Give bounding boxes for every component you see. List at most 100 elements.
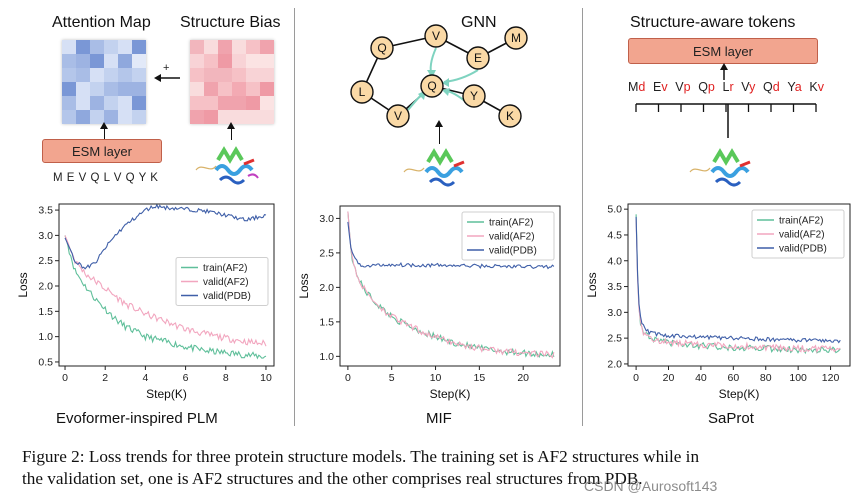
x-tick-label: 2 bbox=[102, 372, 108, 384]
y-tick-label: 2.0 bbox=[607, 358, 622, 370]
y-tick-label: 2.0 bbox=[38, 281, 53, 293]
y-axis-label: Loss bbox=[297, 273, 311, 298]
legend-box bbox=[461, 211, 555, 261]
series-line bbox=[64, 203, 267, 270]
token-residue: V bbox=[741, 80, 750, 94]
plot-frame bbox=[58, 203, 275, 367]
heatmap-cell bbox=[204, 40, 218, 54]
protein-structure-icon bbox=[403, 148, 465, 187]
figure-caption: Figure 2: Loss trends for three protein … bbox=[22, 446, 857, 490]
structure-aware-token-row: Md Ev Vp Qp Lr Vy Qd Ya Kv bbox=[628, 80, 824, 94]
x-tick-label: 0 bbox=[345, 372, 351, 384]
gnn-graph: Q V E M L Q V Y K bbox=[350, 24, 528, 128]
y-tick-label: 2.5 bbox=[38, 255, 53, 267]
gnn-node: V bbox=[432, 29, 440, 43]
structure-bias-title: Structure Bias bbox=[180, 14, 281, 31]
up-arrow-icon bbox=[227, 122, 235, 140]
attention-map-title: Attention Map bbox=[52, 14, 151, 31]
x-tick-label: 40 bbox=[695, 372, 707, 384]
legend-entry: train(AF2) bbox=[489, 218, 533, 229]
x-axis-label: Step(K) bbox=[430, 387, 471, 401]
amino-acid-sequence: M E V Q L V Q Y K bbox=[53, 172, 159, 184]
gnn-node: L bbox=[359, 85, 366, 99]
y-tick-label: 1.5 bbox=[38, 306, 53, 318]
up-arrow-icon bbox=[435, 120, 443, 144]
panel-subtitle-evoformer: Evoformer-inspired PLM bbox=[56, 410, 218, 427]
token-structure-letter: a bbox=[794, 80, 802, 94]
token-residue: V bbox=[675, 80, 684, 94]
heatmap-cell bbox=[232, 68, 246, 82]
heatmap-cell bbox=[132, 82, 146, 96]
caption-line: Figure 2: Loss trends for three protein … bbox=[22, 447, 700, 466]
gnn-node: K bbox=[506, 109, 514, 123]
legend-entry: valid(AF2) bbox=[489, 232, 535, 243]
heatmap-cell bbox=[104, 96, 118, 110]
protein-structure-icon bbox=[195, 146, 259, 185]
token-structure-letter: p bbox=[707, 80, 715, 94]
structure-token: Ev bbox=[653, 80, 668, 94]
legend-box bbox=[175, 256, 269, 306]
left-arrow-icon bbox=[154, 74, 180, 82]
heatmap-cell bbox=[260, 82, 274, 96]
heatmap-cell bbox=[190, 40, 204, 54]
panel-evoformer: Attention Map Structure Bias + ESM layer… bbox=[0, 0, 295, 430]
legend-entry: valid(AF2) bbox=[203, 277, 249, 288]
y-tick-label: 1.5 bbox=[319, 316, 334, 328]
heatmap-cell bbox=[246, 40, 260, 54]
panel-subtitle-mif: MIF bbox=[426, 410, 452, 427]
y-axis-label: Loss bbox=[585, 272, 599, 297]
x-tick-label: 120 bbox=[822, 372, 840, 384]
x-tick-label: 20 bbox=[517, 372, 529, 384]
heatmap-cell bbox=[260, 40, 274, 54]
heatmap-cell bbox=[246, 82, 260, 96]
x-tick-label: 15 bbox=[474, 372, 486, 384]
x-tick-label: 5 bbox=[389, 372, 395, 384]
y-tick-label: 1.0 bbox=[319, 351, 334, 363]
heatmap-cell bbox=[260, 96, 274, 110]
y-tick-label: 0.5 bbox=[38, 356, 53, 368]
plus-sign: + bbox=[163, 62, 170, 74]
token-structure-letter: v bbox=[661, 80, 668, 94]
heatmap-cell bbox=[190, 96, 204, 110]
heatmap-cell bbox=[260, 68, 274, 82]
gnn-node: M bbox=[511, 31, 521, 45]
token-residue: Q bbox=[698, 80, 708, 94]
y-tick-label: 4.0 bbox=[607, 255, 622, 267]
plot-frame bbox=[627, 203, 851, 367]
legend-box bbox=[751, 209, 845, 259]
y-axis-label: Loss bbox=[16, 272, 30, 297]
legend-entry: valid(AF2) bbox=[779, 230, 825, 241]
x-tick-label: 6 bbox=[183, 372, 189, 384]
series-line bbox=[347, 221, 555, 270]
heatmap-cell bbox=[76, 110, 90, 124]
x-tick-label: 100 bbox=[789, 372, 807, 384]
heatmap-cell bbox=[232, 82, 246, 96]
heatmap-cell bbox=[204, 54, 218, 68]
legend-entry: valid(PDB) bbox=[779, 244, 827, 255]
x-tick-label: 4 bbox=[142, 372, 148, 384]
heatmap-cell bbox=[104, 110, 118, 124]
token-residue: E bbox=[653, 80, 662, 94]
heatmap-cell bbox=[76, 40, 90, 54]
plot-frame bbox=[339, 205, 561, 367]
heatmap-cell bbox=[218, 40, 232, 54]
heatmap-cell bbox=[132, 68, 146, 82]
heatmap-cell bbox=[132, 110, 146, 124]
y-tick-label: 3.0 bbox=[607, 307, 622, 319]
heatmap-cell bbox=[260, 54, 274, 68]
panel-divider bbox=[294, 8, 295, 426]
x-tick-label: 8 bbox=[223, 372, 229, 384]
token-structure-letter: y bbox=[749, 80, 756, 94]
heatmap-cell bbox=[90, 110, 104, 124]
token-residue: L bbox=[722, 80, 730, 94]
heatmap-cell bbox=[62, 68, 76, 82]
x-tick-label: 0 bbox=[62, 372, 68, 384]
heatmap-cell bbox=[62, 82, 76, 96]
x-axis-label: Step(K) bbox=[719, 387, 760, 401]
heatmap-cell bbox=[104, 54, 118, 68]
heatmap-cell bbox=[260, 110, 274, 124]
protein-structure-icon bbox=[689, 148, 751, 187]
heatmap-cell bbox=[76, 96, 90, 110]
y-tick-label: 3.0 bbox=[319, 213, 334, 225]
token-residue: Q bbox=[763, 80, 773, 94]
